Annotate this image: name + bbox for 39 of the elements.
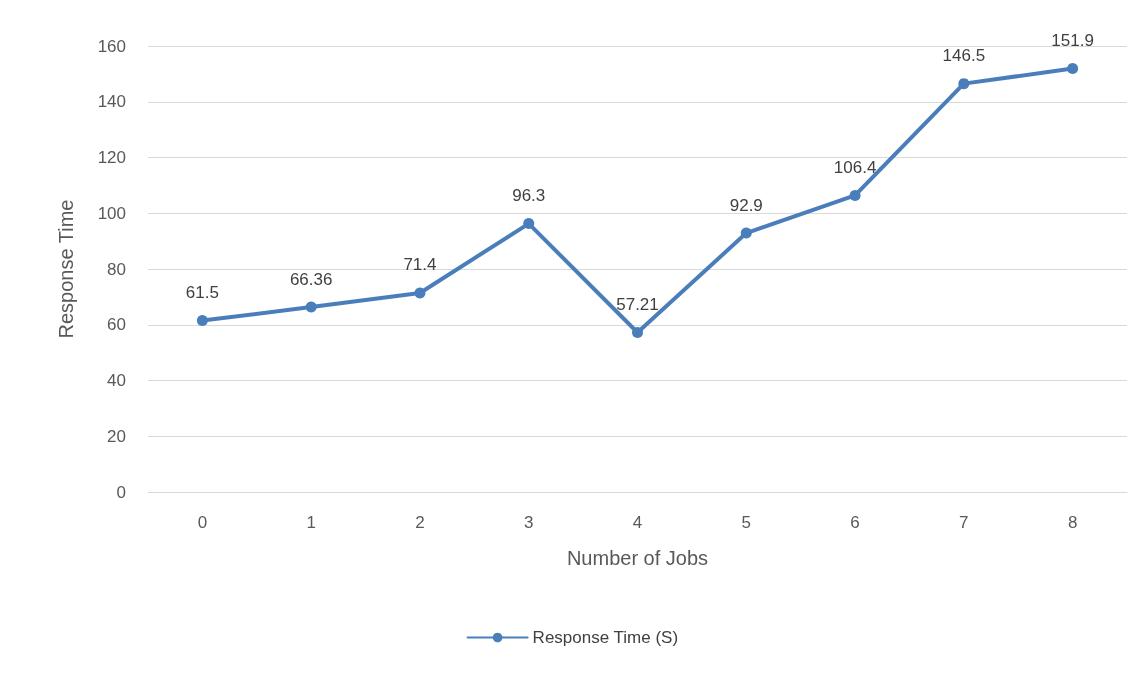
data-label: 106.4 <box>833 157 877 177</box>
y-tick-label: 0 <box>116 482 126 502</box>
data-label: 61.5 <box>185 283 219 303</box>
data-label: 66.36 <box>289 269 333 289</box>
x-tick-label: 6 <box>850 513 860 532</box>
y-tick-label: 40 <box>107 371 126 390</box>
x-tick-label: 0 <box>197 513 208 532</box>
y-tick-label: 80 <box>107 259 126 279</box>
y-tick-label: 60 <box>107 315 126 335</box>
x-tick-label: 2 <box>415 513 425 532</box>
y-tick-label: 20 <box>107 426 126 446</box>
data-label: 151.9 <box>1051 31 1094 51</box>
x-tick-label: 7 <box>959 513 969 532</box>
point <box>305 301 317 313</box>
y-tick-label: 120 <box>97 148 126 167</box>
x-tick-label: 3 <box>523 513 534 532</box>
legend-label: Response Time (S) <box>532 628 679 647</box>
point <box>1067 63 1079 75</box>
x-tick-label: 1 <box>306 513 316 532</box>
data-label: 71.4 <box>403 255 437 275</box>
y-tick-label: 160 <box>97 36 126 56</box>
x-tick-label: 5 <box>741 513 752 532</box>
y-tick-label: 100 <box>97 203 126 223</box>
point <box>632 327 643 339</box>
point <box>740 227 752 239</box>
data-label: 57.21 <box>616 295 659 315</box>
data-label: 92.9 <box>729 195 763 215</box>
x-tick-label: 4 <box>632 513 643 532</box>
data-label: 96.3 <box>512 186 546 206</box>
point <box>414 287 426 299</box>
point <box>196 315 208 327</box>
data-label: 146.5 <box>942 46 986 66</box>
point <box>958 78 970 90</box>
point <box>523 218 535 230</box>
y-tick-label: 140 <box>97 92 126 112</box>
y-axis-title: Response Time <box>55 199 77 339</box>
x-tick-label: 8 <box>1067 513 1078 532</box>
x-axis-title: Number of Jobs <box>566 547 709 569</box>
point <box>849 189 861 201</box>
